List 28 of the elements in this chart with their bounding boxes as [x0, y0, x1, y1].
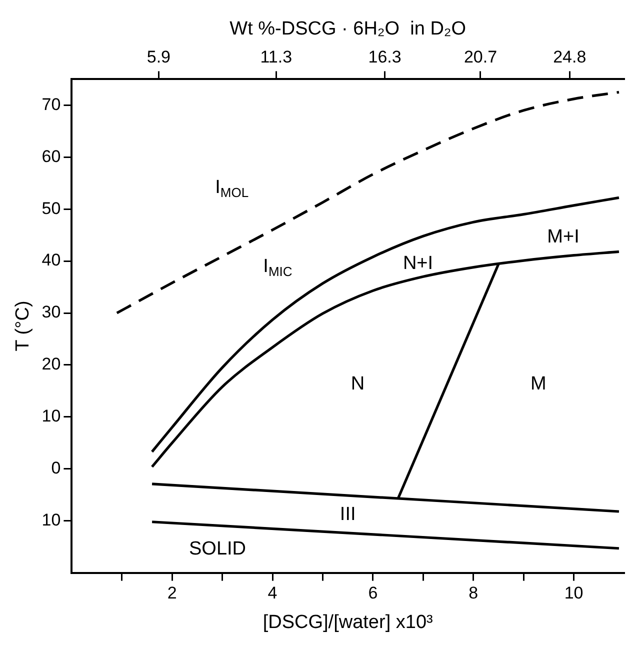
x-tick-label: 2	[167, 584, 177, 603]
annotation: N	[350, 373, 365, 394]
annotation: M+I	[547, 226, 580, 248]
y-tick-label: 10	[42, 510, 61, 530]
x2-tick-label: 20.7	[464, 48, 498, 67]
x-tick-label: 6	[368, 584, 378, 603]
y-tick-label: 40	[42, 250, 61, 270]
annotation: III	[340, 504, 356, 525]
annotation: N+I	[402, 253, 434, 274]
x-tick-label: 4	[268, 584, 278, 603]
y-axis-title: T (°C)	[12, 300, 34, 352]
x2-tick-label: 16.3	[368, 48, 402, 67]
x-tick-label: 8	[468, 584, 478, 603]
annotation: SOLID	[189, 538, 246, 560]
x2-tick-label: 24.8	[553, 48, 586, 67]
y-tick-label: 60	[42, 146, 61, 166]
x2-tick-label: 11.3	[260, 48, 292, 67]
x-axis-title: [DSCG]/[water] x10³	[262, 612, 433, 633]
y-tick-label: 30	[42, 302, 61, 322]
y-tick-label: 20	[42, 354, 61, 374]
y-tick-label: 10	[42, 406, 61, 426]
y-tick-label: 50	[42, 198, 61, 218]
x-tick-label: 10	[564, 584, 584, 603]
x2-axis-title: Wt %-DSCG · 6H₂O in D₂O	[230, 18, 466, 40]
y-tick-label: 70	[42, 94, 61, 114]
annotation: M	[530, 373, 546, 394]
y-tick-label: 0	[51, 458, 61, 478]
x2-tick-label: 5.9	[146, 48, 171, 67]
